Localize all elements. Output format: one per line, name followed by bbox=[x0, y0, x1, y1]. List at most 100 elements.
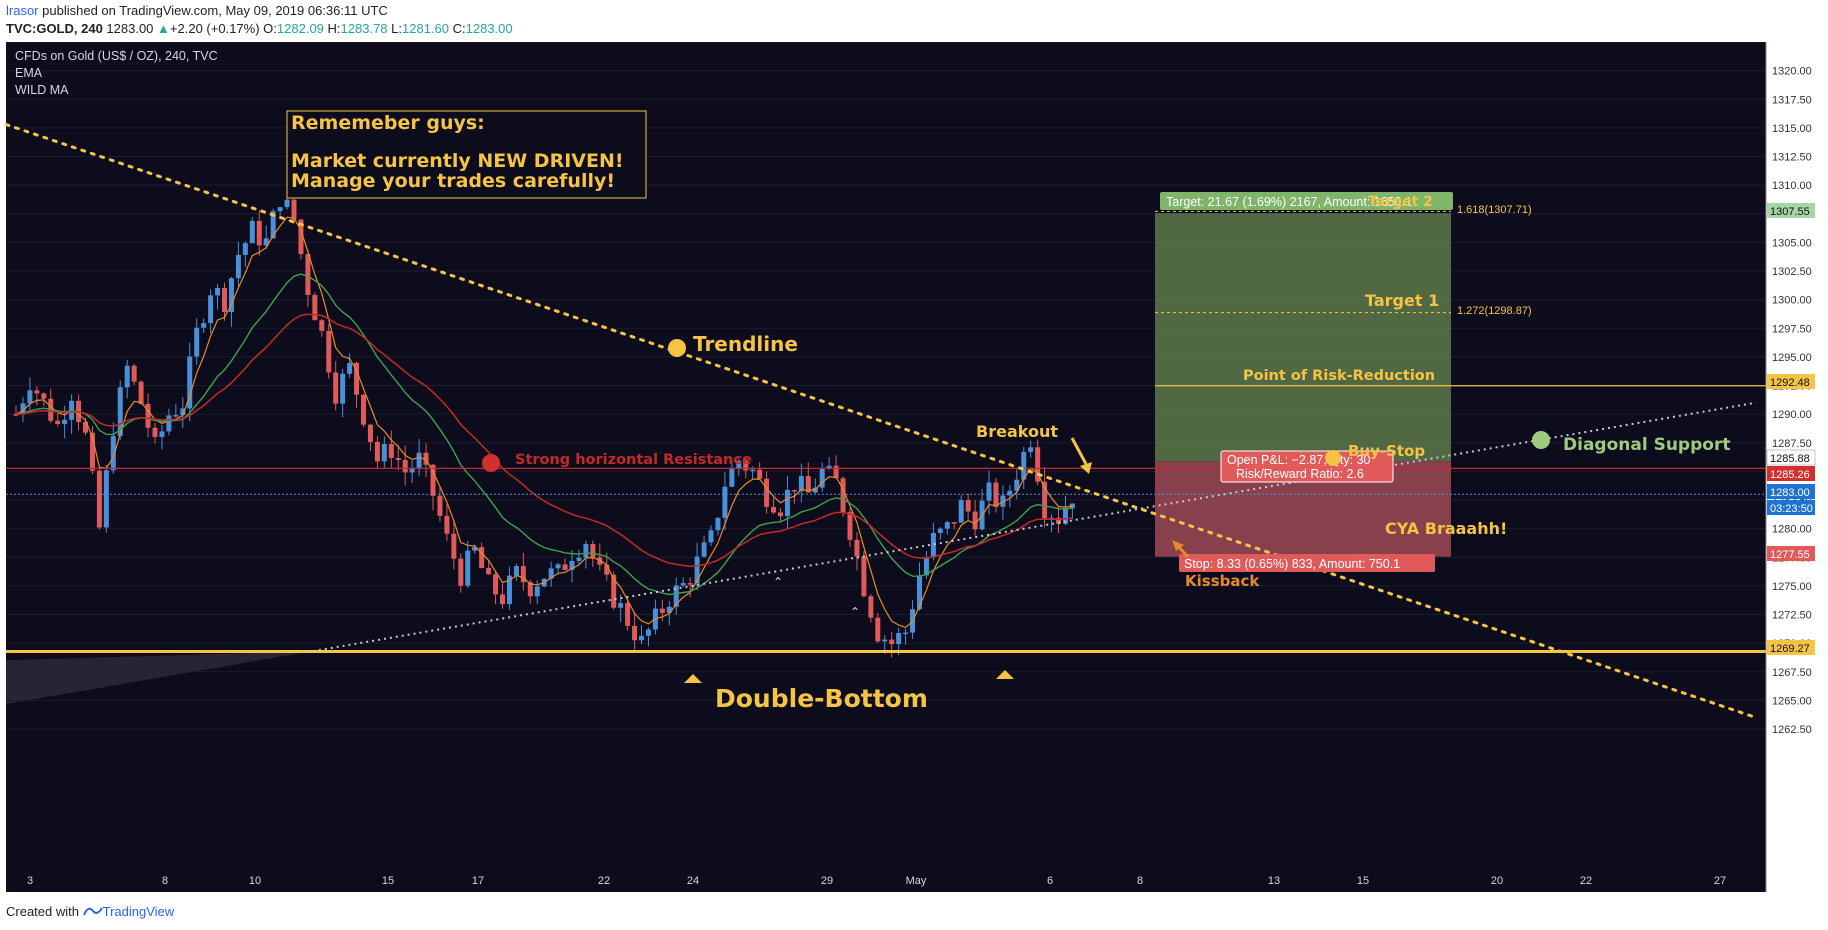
low-label: L: bbox=[391, 21, 402, 36]
candle-body bbox=[319, 320, 325, 331]
candle-body bbox=[729, 468, 735, 487]
note-box[interactable] bbox=[286, 110, 647, 199]
price-chart[interactable]: ⌃⌃ 1262.501265.001267.501270.001272.5012… bbox=[0, 42, 1828, 900]
tradingview-link[interactable]: TradingView bbox=[102, 904, 175, 919]
candle-body bbox=[889, 639, 895, 645]
candle-body bbox=[458, 558, 464, 586]
candle-body bbox=[124, 365, 130, 388]
change-value: +2.20 (+0.17%) bbox=[169, 21, 260, 36]
breakout-arrow-icon bbox=[1070, 437, 1088, 465]
price-tag-countdown: 03:23:50 bbox=[1770, 503, 1813, 515]
candle-body bbox=[666, 606, 672, 613]
candle-body bbox=[986, 482, 992, 501]
candle-body bbox=[972, 511, 978, 530]
time-axis[interactable] bbox=[6, 892, 1766, 900]
candle-body bbox=[826, 465, 832, 469]
candle-body bbox=[402, 459, 408, 473]
candle-body bbox=[381, 443, 387, 462]
target-label: Target: 21.67 (1.69%) 2167, Amount: 1650… bbox=[1166, 195, 1412, 209]
price-tick-label: 1320.00 bbox=[1772, 66, 1812, 78]
stop-label-bg bbox=[1179, 554, 1435, 572]
time-tick-label: 6 bbox=[1047, 875, 1053, 887]
buy-stop-marker-icon bbox=[1325, 450, 1341, 466]
candle-body bbox=[486, 568, 492, 575]
candle-body bbox=[166, 415, 172, 432]
candle-body bbox=[757, 469, 763, 479]
candle-body bbox=[1056, 517, 1061, 524]
trendline-label: Trendline bbox=[693, 332, 798, 356]
low-value: 1281.60 bbox=[402, 21, 449, 36]
price-tick-label: 1310.00 bbox=[1772, 180, 1812, 192]
resistance-label: Strong horizontal Resistance bbox=[515, 452, 752, 468]
candle-body bbox=[555, 564, 561, 569]
candle-body bbox=[701, 542, 707, 557]
price-tag-target: 1307.55 bbox=[1770, 206, 1810, 218]
time-tick-label: 24 bbox=[687, 875, 699, 887]
high-label: H: bbox=[327, 21, 341, 36]
candle-body bbox=[472, 547, 478, 551]
candle-body bbox=[1062, 508, 1068, 524]
candle-body bbox=[20, 403, 26, 415]
candle-body bbox=[423, 452, 429, 465]
candle-body bbox=[639, 635, 644, 641]
close-value: 1283.00 bbox=[465, 21, 513, 36]
tradingview-logo-icon bbox=[82, 907, 103, 916]
cya-label: CYA Braaahh! bbox=[1385, 519, 1507, 538]
candle-body bbox=[208, 295, 214, 324]
breakout-label: Breakout bbox=[976, 422, 1058, 441]
candle-body bbox=[743, 460, 749, 471]
candle-body bbox=[715, 517, 721, 531]
candle-body bbox=[1042, 481, 1048, 519]
pnl-box bbox=[1220, 450, 1394, 483]
candle-body bbox=[305, 254, 311, 295]
time-tick-label: 8 bbox=[162, 875, 168, 887]
candle-body bbox=[583, 543, 589, 558]
candle-body bbox=[569, 560, 575, 570]
time-tick-label: 17 bbox=[472, 875, 484, 887]
price-tick-label: 1262.50 bbox=[1772, 724, 1812, 736]
candle-body bbox=[923, 557, 929, 576]
candle-body bbox=[242, 243, 248, 255]
candle-body bbox=[326, 330, 332, 373]
candle-body bbox=[798, 476, 804, 492]
candle-body bbox=[187, 356, 193, 409]
author-link[interactable]: lrasor bbox=[6, 3, 39, 18]
candle-body bbox=[673, 585, 679, 607]
price-tick-label: 1295.00 bbox=[1772, 352, 1812, 364]
price-tick-label: 1300.00 bbox=[1772, 295, 1812, 307]
candle-body bbox=[430, 464, 436, 496]
open-label: O: bbox=[263, 21, 277, 36]
note-line-1: Rememeber guys: bbox=[291, 112, 485, 134]
candle-body bbox=[778, 512, 783, 517]
candle-body bbox=[632, 625, 638, 641]
candle-body bbox=[645, 629, 651, 636]
candle-body bbox=[736, 460, 742, 469]
diagonal-support-line bbox=[312, 401, 1757, 653]
time-tick-label: 15 bbox=[382, 875, 394, 887]
bottom-1-marker-icon bbox=[684, 674, 702, 683]
time-tick-label: 22 bbox=[598, 875, 610, 887]
trendline bbox=[4, 122, 1758, 720]
candle-body bbox=[62, 419, 68, 425]
event-marker-icon: ⌃ bbox=[773, 575, 783, 589]
candle-body bbox=[249, 220, 255, 244]
legend-ema[interactable]: EMA bbox=[15, 66, 43, 80]
slow-ma-line bbox=[15, 313, 1073, 568]
price-tick-label: 1275.00 bbox=[1772, 581, 1812, 593]
legend-wild-ma[interactable]: WILD MA bbox=[15, 83, 69, 97]
candle-body bbox=[145, 403, 151, 428]
candle-body bbox=[819, 468, 825, 488]
ohlc-bar: TVC:GOLD, 240 1283.00 ▲+2.20 (+0.17%) O:… bbox=[6, 20, 513, 38]
event-marker-icon: ⌃ bbox=[850, 605, 860, 619]
price-tag-last: 1283.00 bbox=[1770, 487, 1810, 499]
diagonal-support-label: Diagonal Support bbox=[1563, 435, 1730, 455]
ema-line bbox=[15, 216, 1073, 629]
time-axis-ticks: 3 8 10 15 17 22 24 29 May 6 8 13 15 20 22 27 bbox=[27, 875, 1726, 887]
chart-pane[interactable] bbox=[6, 42, 1766, 892]
publish-info: lrasor published on TradingView.com, May… bbox=[6, 2, 388, 20]
candle-body bbox=[340, 373, 346, 404]
candle-body bbox=[597, 557, 603, 565]
candle-body bbox=[451, 533, 457, 559]
candle-body bbox=[896, 633, 902, 645]
symbol-label: TVC:GOLD, 240 bbox=[6, 21, 103, 36]
